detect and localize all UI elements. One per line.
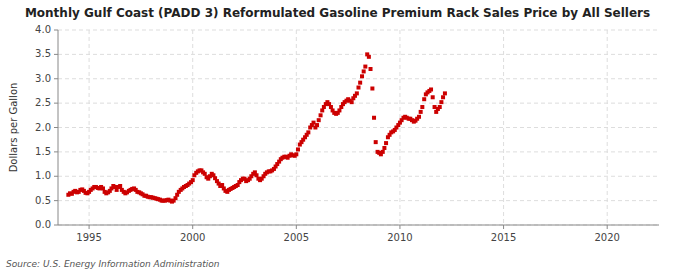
point [329, 105, 333, 109]
tick-label: 4.0 [35, 24, 51, 35]
point [363, 65, 367, 69]
point [358, 81, 362, 85]
tick-mark [54, 200, 58, 201]
tick-label: 2010 [387, 232, 412, 243]
tick-label: 2.5 [35, 97, 51, 108]
point [191, 178, 195, 182]
point [362, 69, 366, 73]
tick-mark [54, 30, 58, 31]
point [429, 87, 433, 91]
grid-line [58, 127, 659, 128]
tick-mark [399, 225, 400, 229]
point [317, 118, 321, 122]
tick-mark [54, 225, 58, 226]
grid-line [607, 30, 608, 225]
point [384, 141, 388, 145]
grid-line [58, 225, 659, 226]
point [357, 86, 361, 90]
point [420, 105, 424, 109]
point [438, 105, 442, 109]
tick-mark [54, 78, 58, 79]
title: Monthly Gulf Coast (PADD 3) Reformulated… [25, 6, 650, 20]
point [422, 97, 426, 101]
point [372, 116, 376, 120]
tick-mark [607, 225, 608, 229]
point [417, 115, 421, 119]
point [374, 140, 378, 144]
chart: 0.0 0.5 1.0 1.5 2.0 2.5 3.0 3.5 4.0 1995 2000 2005 2… [0, 0, 675, 275]
point [431, 95, 435, 99]
grid-line [192, 30, 193, 225]
tick-label: 2020 [594, 232, 619, 243]
grid-line [58, 103, 659, 104]
grid-line [503, 30, 504, 225]
point [337, 108, 341, 112]
tick-mark [54, 54, 58, 55]
grid-line [58, 151, 659, 152]
tick-mark [54, 151, 58, 152]
grid-line [399, 30, 400, 225]
tick-label: 2005 [284, 232, 309, 243]
grid-line [58, 54, 659, 55]
tick-label: 3.0 [35, 73, 51, 84]
point [296, 147, 300, 151]
axes: 0.0 0.5 1.0 1.5 2.0 2.5 3.0 3.5 4.0 1995 2000 2005 2… [35, 24, 659, 243]
plot-area [58, 30, 659, 225]
tick-label: 1995 [76, 232, 101, 243]
grid-line [58, 200, 659, 201]
tick-mark [54, 176, 58, 177]
point [118, 184, 122, 188]
grid-line [58, 78, 659, 79]
point [382, 146, 386, 150]
point [367, 55, 371, 59]
point [174, 196, 178, 200]
point [306, 130, 310, 134]
point [315, 123, 319, 127]
grid-line [296, 30, 297, 225]
grid-line [58, 176, 659, 177]
tick-label: 3.5 [35, 48, 51, 59]
y-axis-label: Dollars per Gallon [8, 83, 19, 173]
tick-mark [89, 225, 90, 229]
tick-label: 1.5 [35, 146, 51, 157]
point [350, 100, 354, 104]
point [381, 150, 385, 154]
point [439, 100, 443, 104]
point [101, 186, 105, 190]
tick-label: 2015 [491, 232, 516, 243]
tick-mark [54, 127, 58, 128]
point [355, 91, 359, 95]
x-axis-line [58, 225, 659, 226]
source-note: Source: U.S. Energy Information Administ… [6, 259, 220, 269]
point [443, 91, 447, 95]
tick-mark [503, 225, 504, 229]
tick-label: 2.0 [35, 122, 51, 133]
point [360, 74, 364, 78]
y-axis-line [58, 30, 59, 225]
point [319, 113, 323, 117]
tick-label: 1.0 [35, 170, 51, 181]
point [294, 152, 298, 156]
point [419, 110, 423, 114]
tick-mark [192, 225, 193, 229]
point [220, 183, 224, 187]
point [320, 108, 324, 112]
point [370, 87, 374, 91]
point [441, 95, 445, 99]
point [369, 67, 373, 71]
point [312, 121, 316, 125]
tick-label: 0.0 [35, 219, 51, 230]
tick-mark [296, 225, 297, 229]
tick-label: 0.5 [35, 195, 51, 206]
tick-mark [54, 103, 58, 104]
tick-label: 2000 [180, 232, 205, 243]
point [203, 172, 207, 176]
point [255, 173, 259, 177]
grid [58, 30, 659, 225]
grid-line [58, 30, 659, 31]
grid-line [89, 30, 90, 225]
points [66, 52, 447, 203]
